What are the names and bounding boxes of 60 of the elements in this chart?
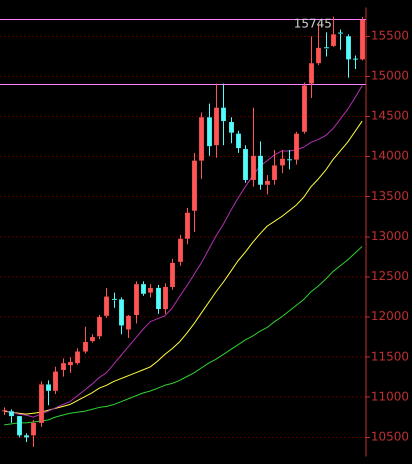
candlestick <box>148 284 153 298</box>
candlestick <box>141 280 146 296</box>
candlestick <box>360 16 365 61</box>
y-tick-label: 11000 <box>370 389 410 404</box>
candlestick <box>178 234 183 266</box>
y-tick-label: 14000 <box>370 148 410 163</box>
y-tick-label: 14500 <box>370 108 410 123</box>
y-tick-label: 11500 <box>370 349 410 364</box>
candlestick <box>229 116 234 144</box>
candlestick <box>214 83 219 158</box>
candlestick <box>294 131 299 165</box>
candlestick <box>126 314 131 338</box>
y-tick-label: 15500 <box>370 28 410 42</box>
annotation: 15745 <box>294 16 332 31</box>
y-tick-label: 12500 <box>370 269 410 284</box>
candlestick <box>83 326 88 354</box>
candlestick <box>324 32 330 57</box>
candlestick <box>192 152 197 232</box>
candlestick <box>251 107 256 188</box>
candlestick <box>265 174 270 195</box>
candlestick <box>163 282 168 314</box>
candlestick <box>97 314 102 340</box>
candlestick <box>272 150 277 186</box>
candlestick <box>75 348 80 366</box>
candlestick <box>24 432 29 443</box>
candlestick <box>156 284 161 314</box>
y-tick-label: 13000 <box>370 228 410 243</box>
candlestick <box>243 144 248 184</box>
y-tick-label: 13500 <box>370 188 410 203</box>
candlestick <box>185 207 190 245</box>
candlestick <box>302 82 307 134</box>
candlestick <box>352 55 358 70</box>
candlestick <box>221 83 226 146</box>
candlestick <box>31 420 36 448</box>
candlestick <box>280 150 285 174</box>
candlestick <box>112 292 118 308</box>
candlestick <box>68 356 73 374</box>
candlestick <box>331 16 336 48</box>
candlestick <box>119 296 124 335</box>
candlestick <box>207 103 212 156</box>
candlestick <box>346 34 351 78</box>
candlestick <box>309 36 314 98</box>
candlestick <box>134 280 139 324</box>
candlestick <box>286 150 292 170</box>
candlestick <box>17 416 22 438</box>
candlestick <box>53 366 58 395</box>
candlestick <box>170 258 175 290</box>
y-tick-label: 15000 <box>370 68 410 83</box>
candlestick <box>104 288 109 318</box>
y-tick-label: 10500 <box>370 429 410 444</box>
candlestick <box>236 130 241 154</box>
candlestick <box>39 380 44 428</box>
candlestick <box>338 28 344 50</box>
candlestick <box>9 408 14 424</box>
candlestick <box>2 406 8 416</box>
candlestick <box>258 140 263 190</box>
candlestick <box>199 112 204 180</box>
y-tick-label: 12000 <box>370 309 410 324</box>
candlestick <box>46 380 51 406</box>
candlestick <box>61 358 66 378</box>
